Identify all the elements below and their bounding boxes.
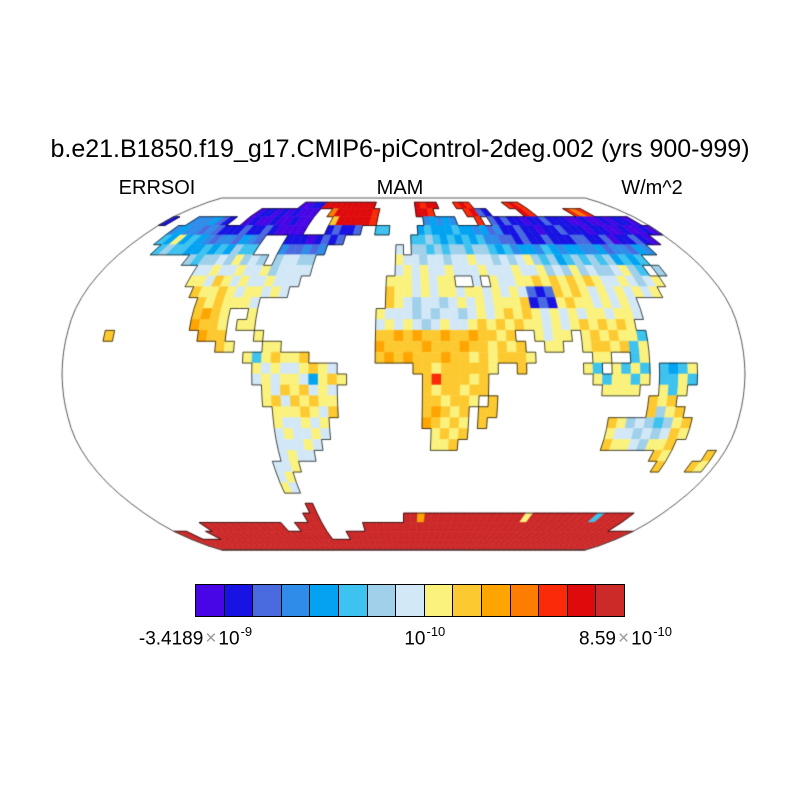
colorbar-segment-2 bbox=[252, 584, 282, 617]
colorbar-segment-6 bbox=[366, 584, 397, 617]
tick-base: 10 bbox=[404, 628, 426, 650]
tick-exponent: -10 bbox=[426, 624, 446, 639]
colorbar bbox=[195, 584, 625, 617]
tick-base: 10 bbox=[631, 628, 653, 650]
colorbar-segment-4 bbox=[309, 584, 339, 617]
colorbar-segment-3 bbox=[280, 584, 311, 617]
colorbar-segment-5 bbox=[337, 584, 368, 617]
colorbar-tick-0: -3.4189 × 10-9 bbox=[138, 622, 253, 650]
tick-exponent: -10 bbox=[653, 624, 673, 639]
tick-mantissa: -3.4189 bbox=[138, 628, 204, 650]
colorbar-segment-1 bbox=[223, 584, 254, 617]
colorbar-segment-14 bbox=[595, 584, 625, 617]
colorbar-segment-0 bbox=[195, 584, 225, 617]
colorbar-segment-9 bbox=[452, 584, 482, 617]
colorbar-tick-1: 10-10 bbox=[404, 622, 446, 650]
tick-base: 10 bbox=[218, 628, 240, 650]
colorbar-tick-2: 8.59 × 10-10 bbox=[578, 622, 673, 650]
colorbar-segment-10 bbox=[480, 584, 511, 617]
times-sign: × bbox=[617, 628, 630, 650]
colorbar-segment-8 bbox=[423, 584, 454, 617]
times-sign: × bbox=[205, 628, 217, 650]
tick-exponent: -9 bbox=[240, 624, 253, 639]
colorbar-segment-11 bbox=[509, 584, 540, 617]
colorbar-segment-12 bbox=[538, 584, 568, 617]
colorbar-segment-7 bbox=[395, 584, 425, 617]
colorbar-segment-13 bbox=[566, 584, 597, 617]
tick-mantissa: 8.59 bbox=[578, 628, 616, 650]
